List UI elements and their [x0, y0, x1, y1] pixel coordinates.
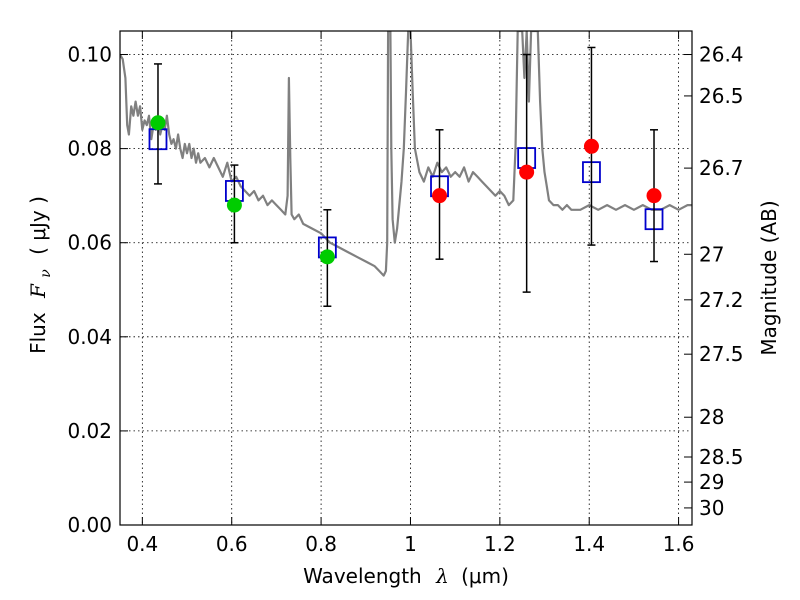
- observed-point: [432, 188, 448, 204]
- mag-tick-label: 30: [699, 496, 724, 520]
- x-tick-label: 1.4: [573, 532, 605, 556]
- axis-ticks: 0.4 0.6 0.8 1 1.2 1.4 1.6 0.00 0.02 0.04 0.06 0.08 0…: [67, 31, 744, 556]
- mag-tick-label: 27.2: [699, 288, 744, 312]
- y-axis-title-subscript: ν: [38, 269, 54, 278]
- x-tick-label: 0.8: [305, 532, 337, 556]
- y-tick-label: 0.06: [67, 231, 112, 255]
- y2-axis-title: Magnitude (AB): [757, 200, 781, 355]
- model-sed-line: [120, 31, 692, 277]
- y-axis-title-symbol: F: [26, 283, 50, 299]
- plot-series: [120, 31, 692, 307]
- mag-tick-label: 28.5: [699, 445, 744, 469]
- plot-frame: [119, 30, 693, 526]
- observed-point: [583, 138, 599, 154]
- mag-tick-label: 28: [699, 405, 724, 429]
- observed-point: [319, 249, 335, 265]
- x-axis-title-symbol: λ: [435, 564, 449, 588]
- mag-tick-label: 26.7: [699, 156, 744, 180]
- y-axis-title-units: ( μJy ): [26, 196, 50, 255]
- x-tick-label: 1.2: [484, 532, 516, 556]
- mag-tick-label: 26.4: [699, 43, 744, 67]
- y-axis-title-prefix: Flux: [26, 312, 50, 354]
- mag-tick-label: 27.5: [699, 342, 744, 366]
- x-tick-label: 1: [404, 532, 417, 556]
- y-axis-title: Flux F ν ( μJy ): [26, 196, 55, 354]
- y-tick-label: 0.02: [67, 419, 112, 443]
- x-axis-title-prefix: Wavelength: [303, 564, 422, 588]
- x-tick-label: 0.6: [216, 532, 248, 556]
- mag-tick-label: 29: [699, 470, 724, 494]
- x-tick-label: 0.4: [126, 532, 158, 556]
- mag-tick-label: 26.5: [699, 84, 744, 108]
- x-axis-title: Wavelength λ (μm): [303, 564, 509, 588]
- x-axis-title-units: (μm): [461, 564, 509, 588]
- observed-point: [150, 115, 166, 131]
- y-tick-label: 0.00: [67, 513, 112, 537]
- observed-point: [646, 188, 662, 204]
- x-tick-label: 1.6: [663, 532, 695, 556]
- y-tick-label: 0.08: [67, 137, 112, 161]
- observed-point: [226, 197, 242, 213]
- mag-tick-label: 27: [699, 242, 724, 266]
- y-tick-label: 0.04: [67, 325, 112, 349]
- observed-point: [519, 164, 535, 180]
- y-tick-label: 0.10: [67, 43, 112, 67]
